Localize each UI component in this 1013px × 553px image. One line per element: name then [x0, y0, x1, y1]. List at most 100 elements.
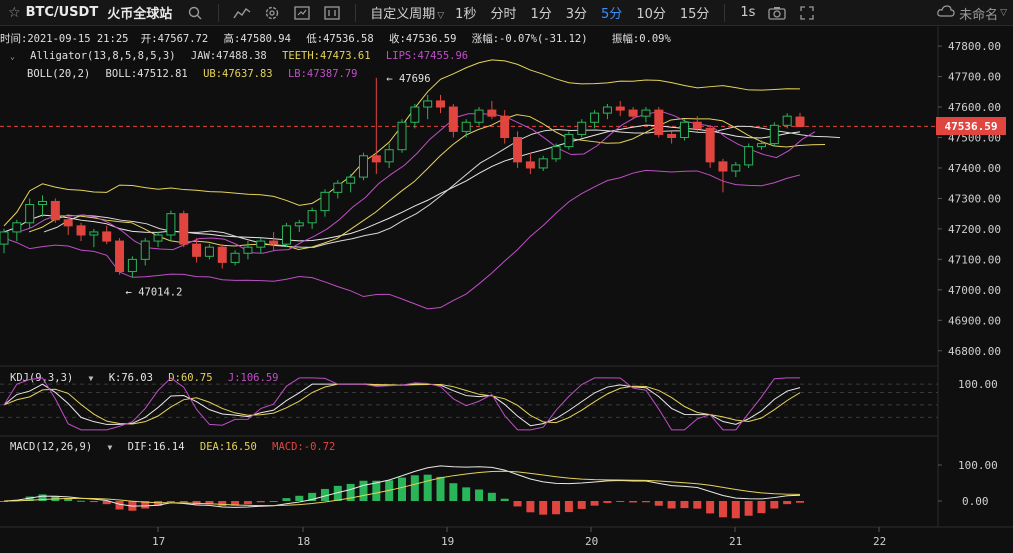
jaw-value: JAW:47488.38: [190, 50, 267, 62]
macd-bar-positive: [475, 489, 484, 501]
macd-bar-positive: [333, 485, 342, 501]
candle-down: [115, 240, 125, 273]
timeframe-1m[interactable]: 1分: [530, 7, 552, 22]
chevron-down-icon[interactable]: ⌄: [10, 52, 15, 61]
change-readout: 涨幅:-0.07%(-31.12): [471, 33, 588, 45]
alligator-jaw-line: [43, 125, 841, 248]
timeframe-3m[interactable]: 3分: [565, 7, 588, 22]
time-tick-label: 20: [585, 535, 598, 548]
candle-down: [487, 109, 497, 117]
macd-bar-negative: [590, 501, 599, 506]
candle-down: [654, 109, 664, 135]
exchange-label: 火币全球站: [107, 7, 173, 22]
chevron-down-icon[interactable]: ▼: [107, 443, 113, 452]
macd-bar-negative: [166, 501, 175, 502]
alligator-label[interactable]: Alligator(13,8,5,8,5,3): [30, 50, 176, 62]
candle-up: [243, 246, 253, 254]
timeframe-10m[interactable]: 10分: [636, 7, 666, 22]
realtime-1s-toggle[interactable]: 1s: [740, 5, 756, 20]
symbol-selector[interactable]: ☆ BTC/USDT 火币全球站: [0, 3, 173, 23]
kdj-tick-label: 100.00: [958, 378, 998, 391]
timeframe-timeshare[interactable]: 分时: [490, 7, 517, 22]
toolbar: ☆ BTC/USDT 火币全球站 自定义周期 ▽ 1秒 分时 1分 3分 5分 1…: [0, 0, 1013, 26]
candle-up: [590, 112, 600, 123]
candle-up: [89, 231, 99, 236]
macd-bar-positive: [372, 480, 381, 501]
cloud-save[interactable]: 未命名 ▽: [937, 0, 1007, 26]
macd-bar-negative: [89, 501, 98, 503]
macd-bar-negative: [744, 501, 753, 516]
timeframe-5m[interactable]: 5分: [601, 7, 623, 22]
kdj-k-line: [3, 383, 801, 427]
boll-label[interactable]: BOLL(20,2): [27, 68, 91, 80]
alligator-teeth-line: [28, 114, 826, 250]
candle-up: [281, 225, 291, 245]
low-readout: 低:47536.58: [306, 33, 374, 45]
custom-period-dropdown[interactable]: 自定义周期 ▽: [364, 3, 448, 22]
macd-bar-negative: [603, 501, 612, 503]
timeframe-1s[interactable]: 1秒: [455, 7, 477, 22]
macd-bar-negative: [641, 501, 650, 503]
candle-up: [423, 100, 433, 108]
macd-label[interactable]: MACD(12,26,9): [10, 441, 93, 453]
macd-bar-negative: [783, 501, 792, 505]
time-tick-label: 17: [152, 535, 165, 548]
star-icon[interactable]: ☆: [8, 4, 21, 21]
candle-down: [628, 109, 638, 117]
macd-dea-line: [3, 470, 801, 507]
boll-ub-value: UB:47637.83: [203, 68, 273, 80]
alligator-lips-line: [18, 110, 816, 254]
candle-up: [153, 234, 163, 242]
low-annotation: ← 47014.2: [126, 287, 183, 299]
candle-up: [474, 109, 484, 123]
macd-bar-positive: [385, 480, 394, 501]
price-tick-label: 47800.00: [948, 40, 1001, 53]
candle-up: [0, 231, 9, 245]
search-icon[interactable]: [180, 6, 210, 20]
macd-bar-positive: [25, 496, 34, 501]
teeth-value: TEETH:47473.61: [282, 50, 371, 62]
indicator-icon[interactable]: [227, 6, 257, 20]
candle-down: [718, 161, 728, 172]
open-readout: 开:47567.72: [140, 33, 209, 45]
macd-bar-positive: [282, 498, 291, 501]
candle-up: [256, 240, 266, 248]
macd-bar-negative: [667, 501, 676, 509]
macd-bar-positive: [295, 495, 304, 501]
macd-bar-negative: [616, 501, 625, 502]
symbol-label: BTC/USDT: [25, 5, 99, 20]
amplitude-readout: 振幅:0.09%: [611, 33, 671, 45]
macd-bar-negative: [680, 501, 689, 509]
candle-up: [538, 158, 548, 169]
candle-down: [500, 115, 510, 138]
macd-dif-line: [3, 465, 801, 508]
candle-down: [217, 246, 227, 263]
chevron-down-icon: ▽: [437, 11, 445, 21]
camera-icon[interactable]: [762, 6, 792, 20]
time-axis: 17 18 19 20 21 22: [152, 527, 886, 548]
macd-bar-positive: [410, 475, 419, 501]
macd-bar-negative: [564, 501, 573, 513]
chart-type-icon[interactable]: [317, 5, 347, 20]
settings-icon[interactable]: [257, 5, 287, 21]
timeframe-15m[interactable]: 15分: [679, 7, 710, 22]
price-tick-label: 47700.00: [948, 71, 1001, 84]
candle-down: [525, 161, 535, 169]
macd-bar-negative: [706, 501, 715, 514]
macd-bar-positive: [308, 492, 317, 501]
kdj-k-value: K:76.03: [108, 372, 153, 384]
fullscreen-icon[interactable]: [287, 5, 317, 20]
macd-bar-positive: [436, 476, 445, 501]
macd-macd-value: MACD:-0.72: [272, 441, 336, 453]
chevron-down-icon[interactable]: ▼: [88, 374, 94, 383]
macd-bar-negative: [654, 501, 663, 506]
candle-up: [38, 200, 48, 206]
candle-down: [63, 219, 73, 227]
macd-dif-value: DIF:16.14: [127, 441, 185, 453]
candle-up: [230, 252, 240, 263]
expand-icon[interactable]: [792, 5, 822, 20]
time-tick-label: 21: [729, 535, 742, 548]
macd-bar-negative: [218, 501, 227, 507]
kdj-label[interactable]: KDJ(9,3,3): [10, 372, 74, 384]
